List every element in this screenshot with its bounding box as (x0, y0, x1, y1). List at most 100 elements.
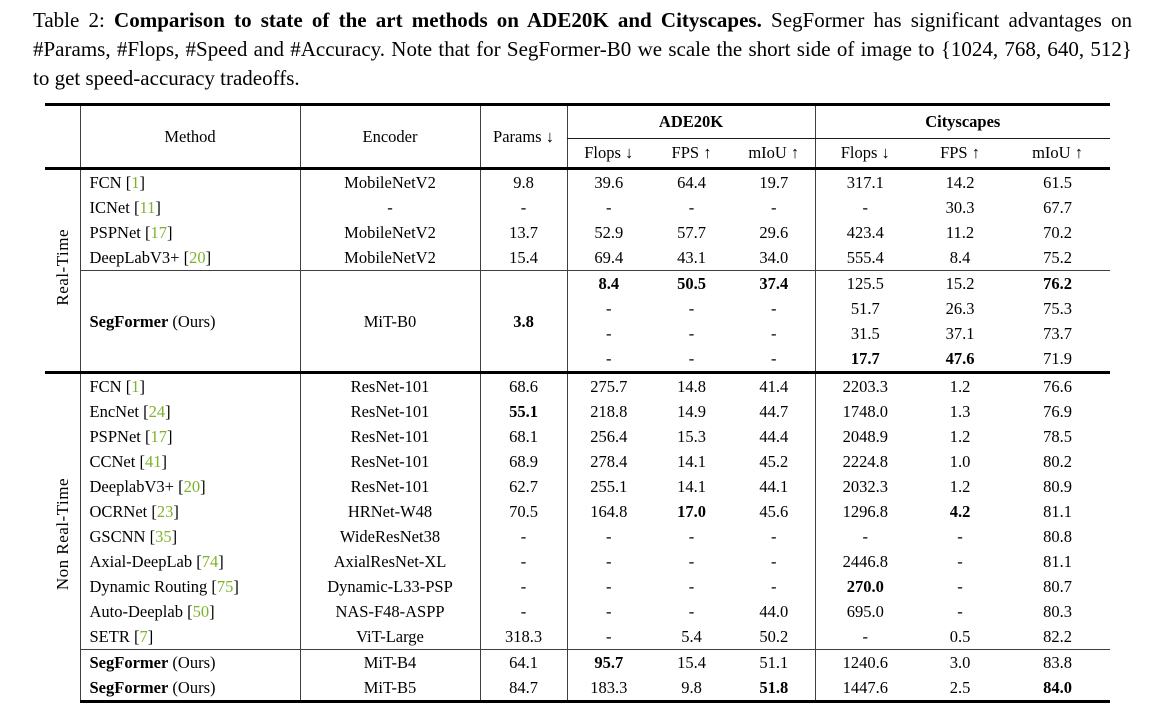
citation-link[interactable]: 17 (150, 223, 167, 242)
column-header-params: Params ↓ (479, 103, 567, 169)
table-caption: Table 2: Comparison to state of the art … (33, 6, 1132, 93)
citation-link[interactable]: 7 (139, 627, 148, 646)
cell-city-flops: 17.7 (814, 346, 916, 373)
table-row: DeeplabV3+ [20] ResNet-101 62.7 255.1 14.1 44… (45, 474, 1110, 499)
cell-ade-fps: 5.4 (681, 627, 702, 646)
citation-link[interactable]: 41 (144, 452, 162, 471)
corner-cell (45, 103, 80, 169)
cell-ade-flops: - (566, 624, 650, 650)
cell-city-fps: 1.2 (949, 427, 971, 446)
cell-method: CCNet [41] (79, 449, 300, 474)
citation-link[interactable]: 50 (192, 602, 210, 621)
cell-city-flops: 1447.6 (814, 675, 916, 703)
table-row: ICNet [11] - - - - - -30.3 67.7 (45, 195, 1110, 220)
cell-method: Dynamic Routing [75] (79, 574, 300, 599)
cell-encoder: NAS-F48-ASPP (299, 599, 480, 624)
citation-link[interactable]: 17 (150, 427, 167, 446)
cell-encoder: ResNet-101 (299, 474, 480, 499)
citation-link[interactable]: 75 (216, 577, 234, 596)
citation-link[interactable]: 35 (155, 527, 172, 546)
citation-link[interactable]: 11 (139, 198, 156, 217)
cell-city-miou: 80.2 (1043, 452, 1072, 471)
cell-ade-fps: 17.0 (650, 499, 733, 524)
cell-ade-flops: 218.8 (566, 399, 650, 424)
cell-ade-flops: 52.9 (566, 220, 650, 245)
cell-params: 15.4 (479, 245, 567, 271)
cell-encoder: ResNet-101 (299, 449, 480, 474)
method-name: SegFormer (89, 678, 169, 697)
cell-ade-miou: - (771, 552, 777, 571)
column-header-city-miou: mIoU ↑ (1032, 143, 1083, 162)
table-row: - - - 51.7 26.3 75.3 (45, 296, 1110, 321)
cell-value: 270.0 (846, 577, 884, 596)
cell-encoder: ResNet-101 (299, 371, 480, 399)
cell-ade-fps: - (688, 602, 695, 621)
cell-city-miou: 81.1 (1043, 502, 1072, 521)
cell-ade-fps: 14.9 (677, 402, 706, 421)
cell-city-miou: 61.5 (1043, 173, 1072, 192)
cell-method: PSPNet [17] (79, 424, 300, 449)
cell-city-flops: 2446.8 (814, 549, 916, 574)
cell-ade-fps: - (688, 324, 695, 343)
cell-ade-miou: 44.1 (759, 477, 789, 496)
cell-city-miou: 76.6 (1005, 371, 1111, 399)
cell-method: DeepLabV3+ [20] (79, 245, 300, 271)
table-header: Method Encoder Params ↓ ADE20K Cityscapes Flo… (45, 103, 1111, 169)
column-header-ade-fps: FPS ↑ (671, 143, 712, 162)
caption-body: SegFormer has significant advantages on … (33, 8, 1133, 90)
cell-city-flops: 555.4 (814, 245, 916, 271)
cell-encoder: ViT-Large (299, 624, 480, 650)
cell-method: SETR [7] (79, 624, 300, 650)
table-row: PSPNet [17] ResNet-101 68.1 256.4 15.3 44.4 20… (45, 424, 1110, 449)
cell-city-fps: 1.3 (949, 402, 971, 421)
cell-ade-miou: 44.0 (759, 602, 789, 621)
cell-ade-fps: - (688, 577, 695, 596)
citation-link[interactable]: 1 (131, 377, 140, 396)
cell-encoder: - (299, 195, 480, 220)
cell-value: 47.6 (945, 349, 975, 368)
method-name: Axial-DeepLab (89, 552, 193, 571)
cell-city-miou: 76.2 (1005, 270, 1111, 296)
cell-city-flops: 31.5 (814, 321, 916, 346)
cell-city-miou: 80.7 (1043, 577, 1072, 596)
method-name: CCNet (89, 452, 136, 471)
cell-encoder: HRNet-W48 (299, 499, 480, 524)
cell-ade-flops: - (566, 549, 650, 574)
method-name: Dynamic Routing (89, 577, 208, 596)
cell-city-flops: 695.0 (814, 599, 916, 624)
cell-ade-flops: 278.4 (566, 449, 650, 474)
citation-link[interactable]: 24 (148, 402, 166, 421)
cell-city-flops: 2048.9 (814, 424, 916, 449)
cell-ade-miou: 34.0 (759, 248, 789, 267)
cell-params: 62.7 (479, 474, 567, 499)
column-header-city-fps: FPS ↑ (940, 143, 980, 162)
cell-city-miou: 80.3 (1043, 602, 1072, 621)
citation-link[interactable]: 20 (189, 248, 206, 267)
cell-city-flops: 2203.3 (814, 371, 916, 399)
cell-encoder: MiT-B0 (299, 270, 480, 373)
table-body: Real-Time FCN [1] MobileNetV2 9.8 39.6 64.4 19… (45, 168, 1111, 703)
method-name: Auto-Deeplab (89, 602, 183, 621)
cell-params: 55.1 (479, 399, 567, 424)
citation-link[interactable]: 20 (183, 477, 201, 496)
cell-ade-miou: - (771, 577, 777, 596)
method-name: ICNet (89, 198, 130, 217)
citation-link[interactable]: 23 (156, 502, 174, 521)
cell-ade-fps: - (688, 299, 695, 318)
cell-value: 50.5 (677, 274, 706, 293)
cell-encoder: MiT-B4 (299, 649, 480, 675)
cell-ade-fps: 50.5 (650, 270, 733, 296)
cell-ade-fps: 14.1 (677, 477, 706, 496)
table-row: Axial-DeepLab [74] AxialResNet-XL - - - -2446… (45, 549, 1110, 574)
cell-city-fps: - (957, 577, 963, 596)
cell-city-fps: - (957, 527, 963, 546)
cell-ade-fps: 64.4 (677, 173, 706, 192)
citation-link[interactable]: 1 (131, 173, 140, 192)
citation-link[interactable]: 74 (201, 552, 219, 571)
cell-city-flops: 125.5 (814, 270, 916, 296)
cell-method: SegFormer (Ours) (79, 649, 300, 675)
cell-city-fps: - (957, 602, 963, 621)
cell-ade-flops: 275.7 (566, 371, 650, 399)
cell-value: 8.4 (598, 274, 620, 293)
cell-encoder: MobileNetV2 (299, 220, 480, 245)
